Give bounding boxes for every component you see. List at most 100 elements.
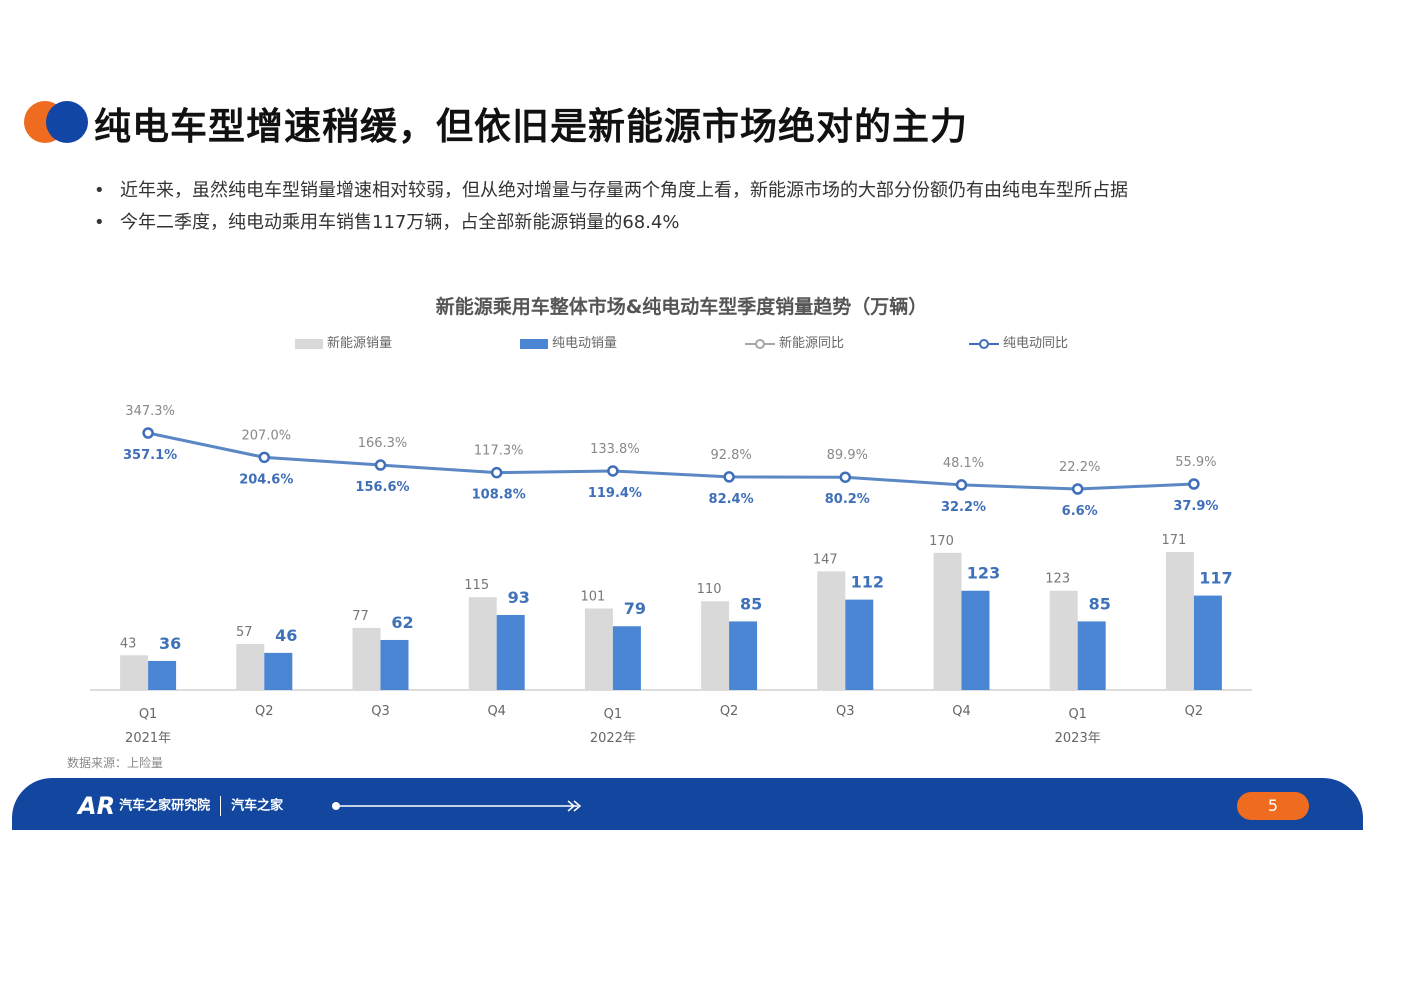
chart-title: 新能源乘用车整体市场&纯电动车型季度销量趋势（万辆） [435,296,928,318]
data-label-nev-sales: 101 [580,589,605,604]
bar-nev-sales [817,571,846,690]
bar-nev-sales [584,608,613,690]
data-label-nev-yoy: 133.8% [590,442,640,457]
x-tick-label: Q1 [604,707,623,722]
data-label-nev-yoy: 89.9% [827,448,868,463]
footer-brand-name: 汽车之家研究院 [119,798,211,814]
data-label-nev-yoy: 48.1% [943,456,984,471]
bullet-dot-icon: • [94,180,105,201]
x-tick-label: Q4 [487,704,506,719]
x-tick-label: Q4 [952,704,971,719]
x-tick-label: Q2 [255,704,274,719]
x-tick-label: Q1 [139,707,158,722]
line-bev-yoy [147,431,1194,491]
bar-bev-sales [264,652,293,690]
data-label-bev-yoy: 80.2% [825,492,870,507]
data-label-nev-sales: 123 [1045,572,1070,587]
data-label-nev-yoy: 92.8% [710,448,751,463]
x-tick-label: Q3 [836,704,855,719]
bullet-text: 今年二季度，纯电动乘用车销售117万辆，占全部新能源销量的68.4% [120,212,680,233]
data-label-bev-sales: 46 [275,626,297,645]
data-label-bev-yoy: 37.9% [1173,499,1218,514]
bullet-list: • 近年来，虽然纯电车型销量增速相对较弱，但从绝对增量与存量两个角度上看，新能源市… [94,175,1128,239]
point-bev-yoy [1188,478,1200,490]
data-label-bev-yoy: 357.1% [123,448,177,463]
data-label-bev-yoy: 108.8% [472,488,526,503]
data-label-bev-yoy: 156.6% [355,480,409,495]
footer-brand: AR 汽车之家研究院 汽车之家 [78,792,283,820]
legend-swatch [745,338,775,350]
page-number-badge: 5 [1237,792,1309,820]
data-label-nev-sales: 171 [1161,533,1186,548]
bullet-item: • 近年来，虽然纯电车型销量增速相对较弱，但从绝对增量与存量两个角度上看，新能源市… [94,175,1128,207]
bullet-text: 近年来，虽然纯电车型销量增速相对较弱，但从绝对增量与存量两个角度上看，新能源市场… [120,180,1128,201]
data-label-nev-yoy: 207.0% [242,428,292,443]
bar-nev-sales [701,601,730,690]
legend-label: 新能源销量 [327,336,393,351]
bar-bev-sales [729,621,758,690]
data-label-bev-sales: 123 [967,564,1000,583]
data-label-nev-sales: 77 [352,609,369,624]
legend-item-bev-yoy: 纯电动同比 [969,334,1068,354]
bar-bev-sales [845,599,874,690]
footer-bar: AR 汽车之家研究院 汽车之家 5 [12,778,1363,830]
bar-nev-sales [1165,552,1194,690]
data-label-nev-sales: 115 [464,578,489,593]
data-label-nev-sales: 43 [120,636,137,651]
data-label-nev-yoy: 347.3% [125,404,175,419]
bullet-dot-icon: • [94,212,105,233]
x-tick-label: Q1 [1068,707,1087,722]
legend-label: 纯电动同比 [1003,336,1069,351]
legend-item-nev-sales: 新能源销量 [295,334,392,354]
x-year-label: 2021年 [125,731,171,746]
data-label-bev-yoy: 32.2% [941,500,986,515]
point-bev-yoy [839,471,852,483]
data-label-bev-sales: 112 [851,573,884,592]
legend-swatch [969,338,999,350]
data-label-bev-sales: 36 [159,634,181,653]
legend-swatch [520,338,548,349]
data-label-nev-yoy: 166.3% [358,436,408,451]
bar-nev-sales [468,597,497,690]
point-bev-yoy [955,479,968,491]
bar-bev-sales [1077,621,1106,690]
data-label-bev-sales: 117 [1199,569,1232,588]
blue-circle-icon [46,101,88,143]
point-bev-yoy [258,451,271,464]
bar-bev-sales [1193,595,1222,690]
footer-brand-name-2: 汽车之家 [231,798,284,814]
data-label-bev-sales: 62 [391,613,413,632]
data-label-nev-yoy: 22.2% [1059,460,1100,475]
legend-swatch [295,338,323,349]
bar-nev-sales [933,552,962,690]
bar-nev-sales [1049,590,1078,690]
x-year-label: 2022年 [590,731,636,746]
bar-nev-sales [236,644,265,690]
bar-bev-sales [961,590,990,690]
page-title: 纯电车型增速稍缓，但依旧是新能源市场绝对的主力 [94,105,968,148]
data-label-bev-sales: 79 [624,599,646,618]
point-bev-yoy [142,427,154,439]
data-label-bev-sales: 85 [740,594,762,613]
bullet-item: • 今年二季度，纯电动乘用车销售117万辆，占全部新能源销量的68.4% [94,207,1128,239]
point-bev-yoy [1071,483,1084,495]
data-label-nev-sales: 110 [697,582,722,597]
data-label-nev-sales: 57 [236,625,253,640]
data-label-bev-yoy: 119.4% [588,486,642,501]
data-label-nev-sales: 170 [929,534,954,549]
bar-bev-sales [148,660,177,690]
bar-bev-sales [612,626,641,690]
data-label-bev-sales: 85 [1089,594,1111,613]
legend-label: 新能源同比 [779,336,845,351]
title-logo-circles [24,99,88,145]
data-label-nev-yoy: 117.3% [474,444,524,459]
legend-label: 纯电动销量 [552,336,618,351]
point-bev-yoy [607,465,619,477]
legend-item-nev-yoy: 新能源同比 [745,334,844,354]
data-label-bev-yoy: 204.6% [239,472,293,487]
data-label-nev-sales: 147 [813,552,838,567]
legend-item-bev-sales: 纯电动销量 [520,334,617,354]
point-bev-yoy [490,466,503,479]
